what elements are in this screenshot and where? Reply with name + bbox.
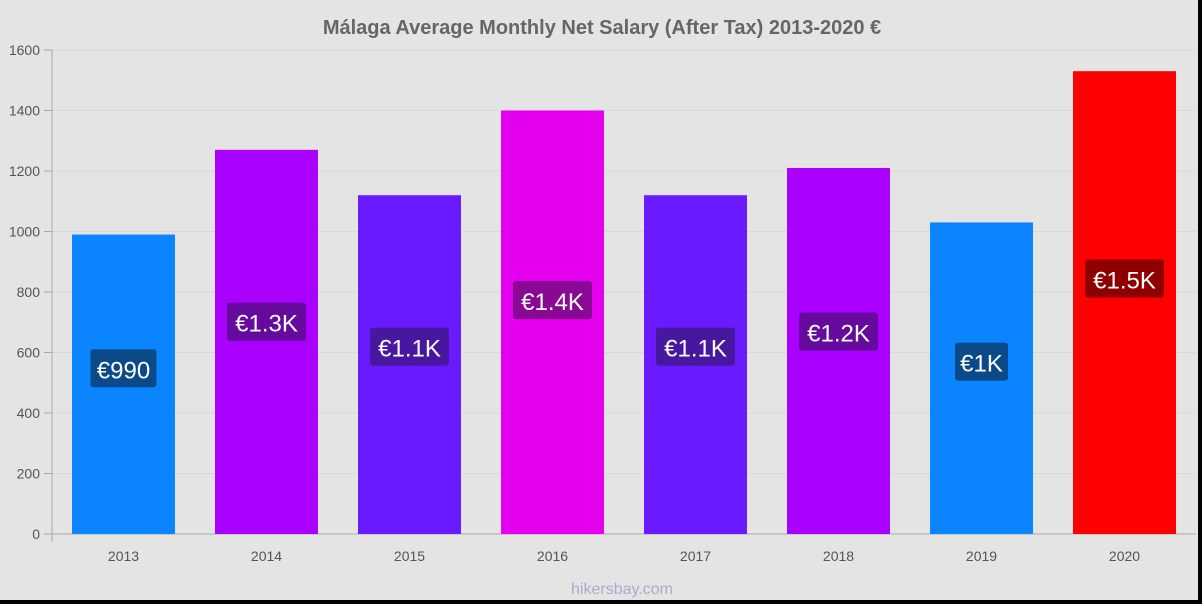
data-label-bg — [656, 327, 735, 366]
x-tick-label: 2014 — [251, 548, 282, 564]
y-tick-label: 1400 — [9, 103, 40, 119]
data-label: €1.1K — [664, 336, 727, 363]
watermark: hikersbay.com — [571, 581, 673, 598]
data-label: €990 — [97, 357, 150, 384]
y-tick-label: 600 — [17, 345, 41, 361]
x-tick-label: 2017 — [680, 548, 711, 564]
data-label: €1.3K — [235, 311, 298, 338]
y-tick-label: 1200 — [9, 163, 40, 179]
data-label: €1.5K — [1093, 267, 1156, 294]
x-tick-label: 2013 — [108, 548, 139, 564]
bar-2018 — [787, 167, 890, 534]
data-label: €1.1K — [378, 336, 441, 363]
y-tick-label: 200 — [17, 466, 41, 482]
data-label: €1.2K — [807, 321, 870, 348]
x-tick-label: 2018 — [823, 548, 854, 564]
data-label-bg — [513, 281, 592, 320]
data-label-bg — [370, 327, 449, 366]
y-tick-label: 1000 — [9, 224, 40, 240]
x-tick-label: 2016 — [537, 548, 568, 564]
chart-title: Málaga Average Monthly Net Salary (After… — [323, 17, 881, 39]
data-labels: €990 €1.3K €1.1K €1.4K €1.1K €1.2K €1K €1.5K — [90, 259, 1164, 388]
x-tick-label: 2020 — [1109, 548, 1140, 564]
axes: 0 200 400 600 800 1000 1200 1400 1600 2013 2014 201… — [9, 42, 1196, 564]
bar-2016 — [501, 110, 604, 534]
data-label-bg — [955, 342, 1008, 381]
y-tick-label: 400 — [17, 405, 41, 421]
y-tick-label: 800 — [17, 284, 41, 300]
bar-2014 — [215, 149, 318, 534]
data-label-bg — [90, 349, 157, 388]
data-label-bg — [799, 312, 878, 351]
y-tick-label: 0 — [32, 526, 40, 542]
data-label-bg — [227, 302, 306, 341]
x-tick-label: 2015 — [394, 548, 425, 564]
bar-2020 — [1073, 71, 1176, 535]
data-label: €1.4K — [521, 289, 584, 316]
data-label-bg — [1085, 259, 1164, 298]
data-label: €1K — [960, 351, 1003, 378]
x-tick-label: 2019 — [966, 548, 997, 564]
bars — [72, 71, 1176, 535]
y-tick-label: 1600 — [9, 42, 40, 58]
